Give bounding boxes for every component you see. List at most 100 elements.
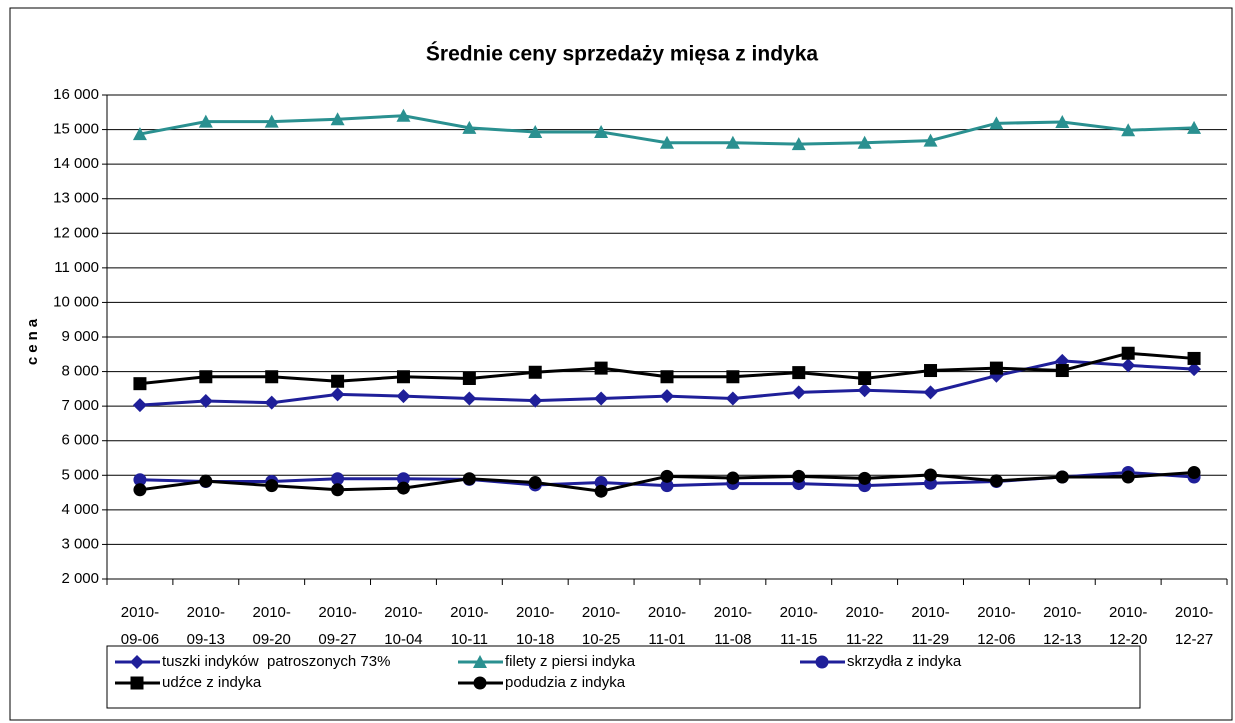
data-point: [265, 479, 279, 493]
data-point: [1121, 123, 1136, 137]
data-point: [858, 371, 872, 385]
data-point: [594, 124, 609, 138]
x-tick-label: 2010-11-01: [648, 604, 686, 648]
y-tick-label: 8 000: [61, 363, 99, 380]
data-point: [924, 364, 938, 378]
x-tick-label: 2010-11-15: [780, 604, 818, 648]
data-point: [198, 114, 213, 128]
data-point: [462, 472, 476, 486]
x-tick-label: 2010-09-06: [121, 604, 159, 648]
data-point: [1055, 470, 1069, 484]
y-tick-label: 10 000: [53, 293, 99, 310]
data-point: [1187, 466, 1201, 480]
data-point: [1055, 114, 1070, 128]
data-point: [396, 389, 411, 404]
y-tick-label: 5 000: [61, 466, 99, 483]
legend-marker: [130, 676, 144, 690]
y-tick-label: 4 000: [61, 501, 99, 518]
data-point: [528, 365, 542, 379]
legend-marker: [473, 655, 487, 668]
x-tick-label: 2010-10-18: [516, 604, 554, 648]
data-point: [1121, 470, 1135, 484]
y-tick-label: 16 000: [53, 86, 99, 103]
data-point: [791, 385, 806, 400]
y-tick-label: 11 000: [54, 259, 99, 276]
data-point: [594, 361, 608, 375]
x-tick-label: 2010-11-08: [714, 604, 752, 648]
legend-marker: [473, 676, 487, 690]
data-point: [923, 133, 938, 147]
legend-label: podudzia z indyka: [505, 674, 626, 691]
y-tick-label: 13 000: [53, 190, 99, 207]
data-point: [528, 476, 542, 490]
data-point: [199, 474, 213, 488]
x-tick-label: 2010-11-29: [911, 604, 949, 648]
data-point: [265, 370, 279, 384]
data-point: [726, 370, 740, 384]
data-point: [264, 395, 279, 410]
y-tick-label: 6 000: [61, 432, 99, 449]
data-point: [1187, 120, 1202, 134]
x-tick-label: 2010-09-13: [187, 604, 225, 648]
data-point: [923, 385, 938, 400]
data-point: [857, 383, 872, 398]
data-point: [660, 370, 674, 384]
data-point: [594, 391, 609, 406]
legend-label: udźce z indyka: [162, 674, 262, 691]
y-tick-label: 15 000: [53, 121, 99, 138]
data-point: [1121, 346, 1135, 360]
legend-label: tuszki indyków patroszonych 73%: [162, 653, 390, 670]
x-tick-label: 2010-09-27: [318, 604, 356, 648]
data-point: [396, 481, 410, 495]
data-point: [725, 135, 740, 149]
data-point: [462, 371, 476, 385]
x-tick-label: 2010-12-06: [977, 604, 1015, 648]
data-point: [132, 398, 147, 413]
x-tick-label: 2010-12-27: [1175, 604, 1213, 648]
data-point: [726, 471, 740, 485]
x-tick-label: 2010-10-04: [384, 604, 422, 648]
data-point: [462, 391, 477, 406]
data-point: [133, 473, 147, 487]
y-tick-label: 14 000: [53, 155, 99, 172]
data-point: [528, 124, 543, 138]
data-point: [660, 135, 674, 149]
x-tick-label: 2010-12-13: [1043, 604, 1081, 648]
data-point: [660, 479, 674, 493]
chart-border: [9, 7, 1233, 721]
data-point: [660, 469, 674, 483]
data-point: [396, 472, 410, 486]
y-axis-label: cena: [24, 315, 41, 365]
x-tick-label: 2010-10-25: [582, 604, 620, 648]
data-point: [133, 377, 147, 391]
data-point: [594, 484, 608, 498]
x-tick-label: 2010-10-11: [450, 604, 488, 648]
data-point: [396, 108, 411, 122]
chart-title: Średnie ceny sprzedaży mięsa z indyka: [426, 42, 819, 66]
data-point: [1187, 362, 1202, 377]
data-point: [791, 137, 806, 151]
data-point: [133, 483, 147, 497]
data-point: [858, 471, 872, 485]
legend-marker: [130, 655, 144, 669]
y-tick-label: 9 000: [61, 328, 99, 345]
data-point: [792, 469, 806, 483]
data-point: [198, 393, 213, 408]
data-point: [725, 391, 740, 406]
x-tick-label: 2010-11-22: [845, 604, 883, 648]
data-point: [989, 116, 1004, 130]
data-point: [330, 112, 345, 126]
data-point: [989, 474, 1003, 488]
data-point: [924, 468, 938, 482]
data-point: [330, 387, 345, 402]
y-tick-label: 3 000: [61, 535, 99, 552]
data-point: [989, 361, 1003, 375]
y-tick-label: 7 000: [61, 397, 99, 414]
data-point: [396, 370, 410, 384]
data-point: [132, 127, 147, 141]
data-point: [857, 135, 872, 149]
legend-label: skrzydła z indyka: [847, 653, 962, 670]
y-tick-label: 12 000: [53, 224, 99, 241]
legend-label: filety z piersi indyka: [505, 653, 636, 670]
